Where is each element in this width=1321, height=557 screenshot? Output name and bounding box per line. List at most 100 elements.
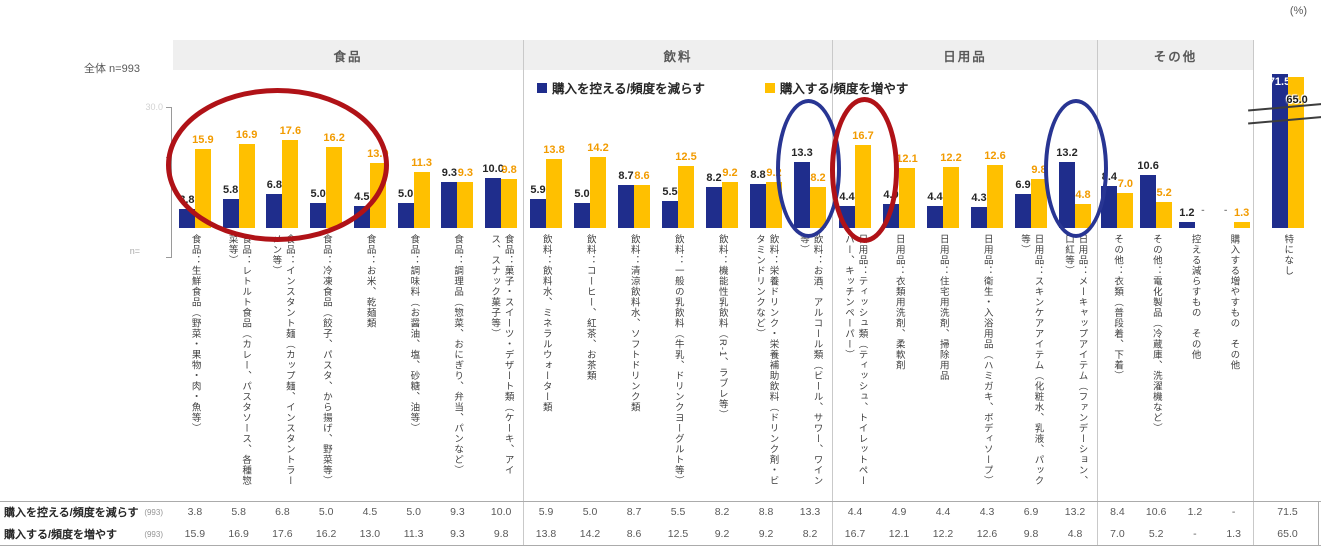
x-axis-label-cell: 日用品：住宅用洗剤、掃除用品 [921,228,965,501]
bar-group: 9.3 9.3 [436,70,480,228]
bar-increase: 12.5 [675,151,697,228]
x-axis-item-label: 控える減らすもの その他 [1189,234,1201,360]
table-value-decrease: 4.4 [935,506,951,518]
x-axis-item-label: 日用品：スキンケアアイテム（化粧水、乳液、パック等） [1019,234,1044,486]
x-axis-item-label: 食品：冷凍食品（餃子、パスタ、から揚げ、野菜等） [320,234,332,486]
value-label-decrease: 5.0 [397,188,414,200]
table-value-decrease: 4.3 [979,506,995,518]
bar-decrease: 10.0 [482,163,504,228]
bar-pair: 5.5 12.5 [662,151,697,228]
table-bottom-rule [0,545,1321,546]
x-axis-label-cell: 食品：調理品（惣菜、おにぎり、弁当、パンなど） [436,228,480,501]
bar-decrease: 5.5 [662,186,678,228]
bar-group: 6.9 9.8 [1009,70,1053,228]
table-value-increase: 13.8 [535,528,557,540]
table-value-decrease: 13.3 [799,506,821,518]
table-value-decrease: 6.8 [275,506,290,518]
x-axis-label-cell: 飲料：栄養ドリンク・栄養補助飲料（ドリンク剤・ビタミンドリンクなど） [744,228,788,501]
bar-decrease: 4.4 [927,191,943,228]
x-axis-item-label: 飲料：栄養ドリンク・栄養補助飲料（ドリンク剤・ビタミンドリンクなど） [754,234,779,486]
bar-pair: 8.4 7.0 [1101,171,1134,228]
x-axis-labels: 食品：生鮮食品（野菜・果物・肉・魚等） 食品：レトルト食品（カレー、パスタソース、… [173,228,523,501]
x-axis-item-label: 特になし [1282,234,1294,276]
x-axis-item-label: 購入する増やすもの その他 [1228,234,1240,371]
bar-group: 8.7 8.6 [612,70,656,228]
bar-decrease: 8.7 [618,170,634,228]
x-axis-item-label: 食品：菓子・スイーツ・デザート類（ケーキ、アイス、スナック菓子等） [489,234,514,476]
table-value-increase: 13.0 [359,528,381,540]
legend-swatch-decrease-icon [537,82,547,93]
x-axis-item-label: 飲料：清涼飲料水、ソフトドリンク類 [628,234,640,413]
category-section: その他 8.4 7.0 10.6 5.2 1.2- -1.3 その他：衣類（普段着、下着） その… [1097,40,1253,545]
annotation-ellipse-4 [1044,99,1108,238]
value-label-decrease: 9.3 [441,166,458,179]
bar-group: 5.9 13.8 [524,70,568,228]
bar-increase: 13.8 [543,144,565,228]
x-axis-label-cell: 日用品：衛生・入浴用品（ハミガキ、ボディソープ） [965,228,1009,501]
table-row-n-decrease: (993) [144,507,163,517]
bar-pair: 5.0 14.2 [574,142,609,228]
table-value-decrease: 3.8 [187,506,203,518]
bar-decrease: 9.3 [441,167,458,228]
axis-n-label: n= [129,246,140,256]
bar-decrease: 5.9 [530,184,546,228]
bar-group: 1.2- [1176,70,1215,228]
table-box-right-line [1318,501,1319,545]
x-axis-label-cell: 日用品：スキンケアアイテム（化粧水、乳液、パック等） [1009,228,1053,501]
table-value-decrease: 8.2 [714,506,730,518]
value-label-decrease: 71.5 [1268,76,1291,88]
value-label-increase: 12.6 [984,150,1006,162]
table-value-decrease: 6.9 [1023,506,1039,518]
legend-entry-increase: 購入する/頻度を増やす [764,78,909,97]
bar-decrease: 71.5 [1268,74,1291,228]
bar-increase: 65.0 [1286,77,1308,228]
x-axis-label-cell: その他：電化製品（冷蔵庫、洗濯機など） [1137,228,1176,501]
left-gutter: 30.0 n= 購入を控える/頻度を減らす (993) 購入する/頻度を増やす … [0,40,173,545]
bar-pair: 1.2- [1178,205,1211,228]
table-value-decrease: 5.0 [582,506,598,518]
bar-increase: 14.2 [587,142,609,228]
bar-increase: 9.8 [1031,164,1047,228]
value-label-increase: 12.5 [675,150,697,163]
x-axis-label-cell: 食品：冷凍食品（餃子、パスタ、から揚げ、野菜等） [304,228,348,501]
legend-entry-decrease: 購入を控える/頻度を減らす [537,78,705,97]
x-axis-item-label: 飲料：機能性乳飲料（R-1、ラブレ等） [716,234,728,421]
bar-pair: 4.4 12.2 [927,152,962,228]
table-value-decrease: 4.4 [847,506,863,518]
x-axis-label-cell: 飲料：お酒、アルコール類（ビール、サワー、ワイン等） [788,228,832,501]
bar-group: 10.0 9.8 [479,70,523,228]
bar-pair: 10.6 5.2 [1137,160,1173,228]
value-label-increase: 11.3 [411,156,433,169]
x-axis-item-label: 飲料：飲料水、ミネラルウォーター類 [540,234,552,413]
table-value-increase: 12.1 [888,528,910,540]
y-axis-tick-top [166,107,171,108]
table-row-decrease: 71.5 [1254,501,1321,523]
table-value-increase: 15.9 [184,528,206,540]
value-label-increase: 8.6 [634,170,650,182]
table-value-decrease: 1.2 [1187,506,1203,518]
y-axis-tick-bottom [166,257,171,258]
x-axis-labels: 飲料：飲料水、ミネラルウォーター類 飲料：コーヒー、紅茶、お茶類 飲料：清涼飲料水、… [524,228,832,501]
value-label-decrease: 5.9 [530,183,546,196]
bar-pair: 10.0 9.8 [482,163,518,228]
table-value-increase: 5.2 [1148,528,1164,540]
bar-decrease: 4.3 [971,192,987,228]
table-value-increase: - [1193,528,1197,540]
category-header: 飲料 [524,40,832,70]
bar-decrease: 8.8 [750,169,766,228]
value-label-decrease: 8.2 [706,172,722,184]
value-label-decrease: 8.7 [618,169,634,182]
category-header: その他 [1098,40,1253,70]
percent-unit-label: (%) [1289,5,1307,17]
x-axis-item-label: その他：電化製品（冷蔵庫、洗濯機など） [1150,234,1162,434]
table-value-decrease: 4.9 [891,506,907,518]
x-axis-item-label: 飲料：一般の乳飲料（牛乳、ドリンクヨーグルト等） [672,234,684,486]
bar-pair: 8.2 9.2 [706,167,738,228]
table-value-increase: 17.6 [272,528,293,540]
plot-area: 71.5 65.0 [1247,70,1321,228]
bar-group: 8.2 9.2 [700,70,744,228]
legend-label-increase: 購入する/頻度を増やす [779,82,909,96]
value-label-increase: 13.8 [543,144,565,156]
x-axis-label-cell: 購入する増やすもの その他 [1214,228,1253,501]
bar-decrease: 8.2 [706,172,722,228]
